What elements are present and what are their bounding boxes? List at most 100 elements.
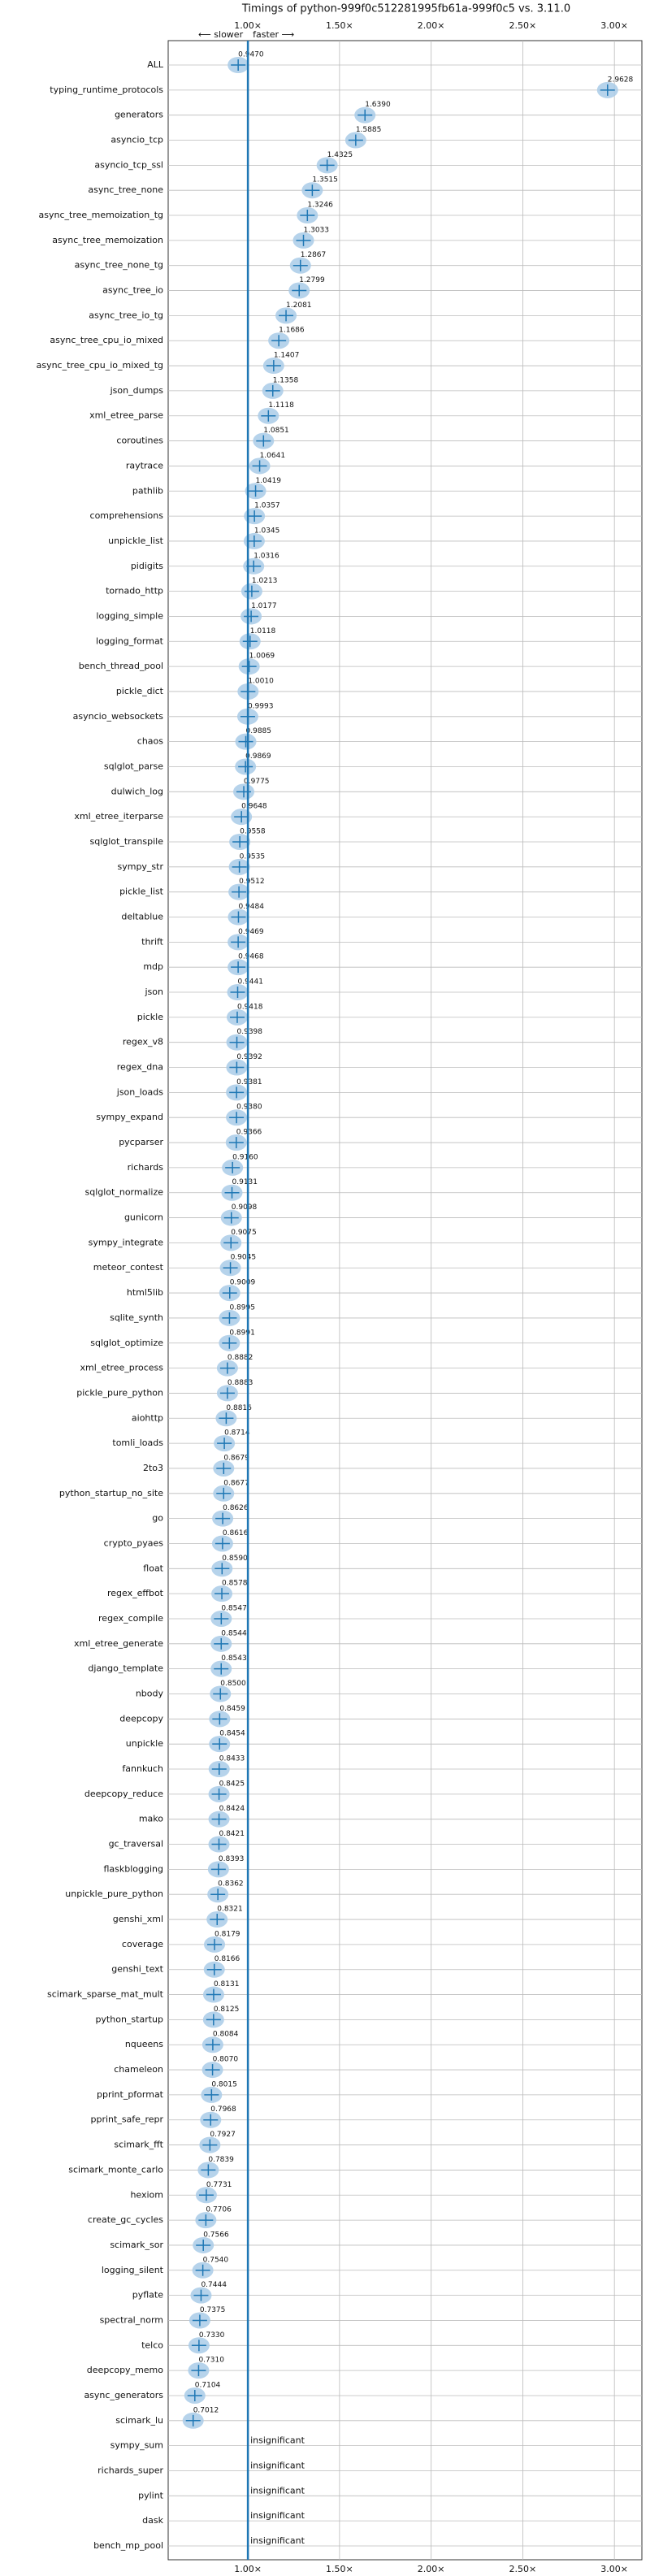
value-label: 0.8714	[224, 1429, 250, 1438]
y-tick-label: deepcopy	[119, 1713, 163, 1724]
value-label: 1.1686	[279, 327, 305, 335]
y-tick-label: dulwich_log	[111, 786, 163, 796]
y-tick-label: sympy_expand	[96, 1112, 163, 1122]
y-tick-label: sympy_integrate	[89, 1237, 164, 1247]
x-tick-label: 3.00×	[600, 20, 628, 31]
value-label: 0.8015	[211, 2080, 237, 2088]
value-label: 0.9392	[236, 1053, 262, 1061]
y-tick-label: thrift	[141, 936, 164, 947]
y-tick-label: regex_compile	[98, 1613, 163, 1624]
y-tick-label: async_tree_cpu_io_mixed	[50, 335, 163, 345]
value-label: 0.7310	[198, 2357, 224, 2365]
value-label: 1.3515	[312, 176, 338, 184]
value-label: insignificant	[250, 2460, 306, 2470]
y-tick-label: regex_v8	[123, 1037, 163, 1047]
y-tick-label: sqlite_synth	[110, 1312, 163, 1323]
y-tick-label: python_startup_no_site	[59, 1488, 163, 1498]
value-label: 0.7375	[200, 2306, 225, 2314]
value-label: insignificant	[250, 2510, 306, 2521]
y-tick-label: async_generators	[84, 2390, 163, 2400]
value-label: insignificant	[250, 2535, 306, 2546]
chart-title: Timings of python-999f0c512281995fb61a-9…	[241, 3, 570, 15]
y-tick-label: scimark_fft	[114, 2140, 163, 2150]
value-label: 0.9366	[236, 1129, 262, 1137]
y-tick-label: deepcopy_memo	[87, 2365, 163, 2375]
value-label: 0.8578	[222, 1580, 248, 1588]
y-tick-label: sqlglot_transpile	[90, 836, 164, 847]
y-tick-label: gunicorn	[124, 1212, 163, 1223]
y-tick-label: mako	[139, 1814, 163, 1824]
value-label: 1.0069	[249, 653, 275, 661]
value-label: 0.9380	[236, 1104, 262, 1112]
value-label: 0.8991	[229, 1329, 255, 1337]
y-tick-label: async_tree_io	[102, 285, 163, 296]
y-tick-label: logging_silent	[102, 2265, 164, 2275]
value-label: 0.9398	[237, 1028, 263, 1036]
y-tick-label: unpickle_pure_python	[65, 1889, 163, 1899]
value-label: 0.7330	[199, 2331, 225, 2340]
value-label: 0.8166	[214, 1955, 240, 1963]
y-tick-label: nqueens	[125, 2039, 163, 2049]
slower-label: ⟵ slower	[198, 29, 244, 40]
value-label: 0.9470	[238, 51, 264, 59]
x-tick-label: 1.00×	[234, 20, 262, 31]
x-tick-label: 2.00×	[418, 20, 445, 31]
y-tick-label: pylint	[138, 2490, 164, 2500]
y-tick-label: xml_etree_iterparse	[74, 811, 163, 822]
value-label: 0.7540	[203, 2256, 229, 2264]
value-label: 0.9418	[237, 1003, 263, 1011]
y-tick-label: pathlib	[132, 485, 163, 496]
y-tick-label: pickle_pure_python	[76, 1387, 163, 1398]
plot-frame	[167, 40, 643, 2561]
value-label: 0.8543	[221, 1654, 247, 1663]
value-label: 0.8590	[222, 1555, 248, 1563]
y-tick-label: fannkuch	[122, 1763, 163, 1774]
y-tick-label: html5lib	[127, 1287, 163, 1298]
value-label: insignificant	[250, 2435, 306, 2446]
value-label: 0.7731	[206, 2181, 232, 2189]
y-tick-label: scimark_sparse_mat_mult	[47, 1989, 164, 2000]
value-label: 1.0641	[260, 452, 286, 460]
y-tick-label: genshi_xml	[113, 1914, 163, 1924]
value-label: 0.8421	[219, 1830, 245, 1838]
value-label: 1.0345	[254, 527, 280, 535]
x-tick-label: 2.50×	[509, 20, 537, 31]
y-tick-label: scimark_sor	[110, 2240, 163, 2250]
value-label: 1.0316	[254, 552, 280, 560]
y-tick-label: crypto_pyaes	[104, 1537, 164, 1548]
y-tick-label: regex_dna	[117, 1062, 163, 1073]
value-label: 0.9009	[230, 1279, 256, 1287]
y-tick-label: async_tree_memoization_tg	[39, 210, 164, 220]
y-tick-label: create_gc_cycles	[88, 2214, 163, 2225]
value-label: 0.8433	[219, 1755, 245, 1763]
value-label: 0.9648	[241, 803, 267, 811]
y-tick-label: coverage	[122, 1939, 163, 1949]
y-tick-label: float	[143, 1563, 163, 1573]
y-tick-label: async_tree_none	[88, 184, 163, 195]
value-label: 0.8459	[219, 1705, 245, 1713]
value-label: 0.8883	[228, 1379, 254, 1387]
value-label: 0.7706	[206, 2206, 232, 2214]
y-tick-label: json	[145, 987, 164, 997]
y-tick-label: comprehensions	[90, 510, 164, 521]
y-tick-label: go	[152, 1513, 163, 1524]
value-label: 1.0851	[263, 427, 289, 435]
y-tick-label: deepcopy_reduce	[84, 1789, 163, 1799]
value-label: 1.0177	[251, 602, 277, 610]
value-label: 1.2081	[286, 301, 312, 310]
value-label: 1.1118	[268, 401, 294, 410]
value-label: 0.9045	[231, 1254, 257, 1262]
y-tick-label: sympy_sum	[110, 2440, 163, 2451]
y-tick-label: pickle_list	[119, 887, 164, 897]
value-label: 0.9484	[238, 903, 264, 911]
value-label: 1.4325	[327, 151, 353, 159]
value-label: 0.8131	[214, 1980, 240, 1988]
y-tick-label: async_tree_io_tg	[89, 310, 163, 320]
value-label: 0.8424	[219, 1805, 245, 1813]
y-tick-label: richards_super	[98, 2465, 163, 2475]
y-tick-label: xml_etree_process	[80, 1363, 164, 1373]
value-label: 0.9469	[238, 928, 264, 936]
x-tick-label: 1.50×	[326, 20, 353, 31]
value-label: 2.9628	[608, 76, 634, 84]
